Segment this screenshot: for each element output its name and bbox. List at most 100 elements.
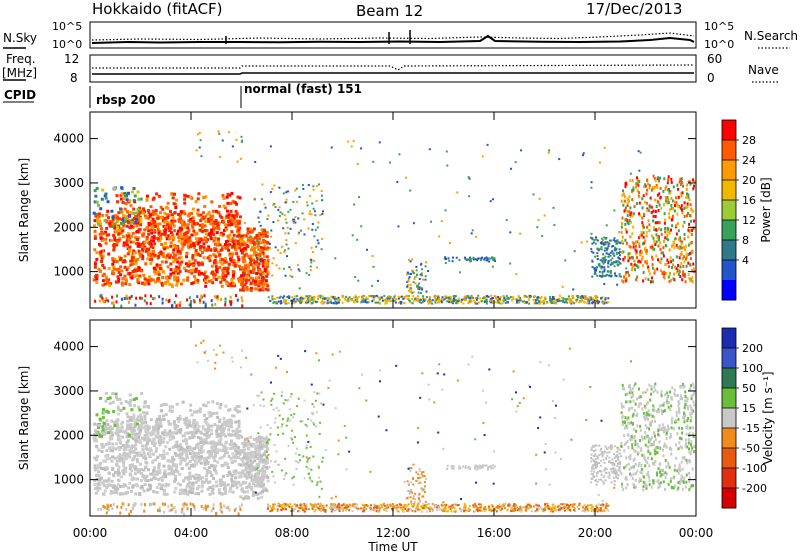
range-gate-cell [102,483,106,487]
range-gate-cell [221,139,224,142]
range-gate-cell [481,256,484,259]
range-gate-cell [113,186,117,190]
range-gate-cell [212,253,216,257]
range-gate-cell [357,279,360,282]
range-gate-cell [124,400,128,404]
range-gate-cell [207,466,211,470]
range-gate-cell [231,252,235,256]
range-gate-cell [361,299,364,302]
range-gate-cell [577,295,580,298]
range-gate-cell [279,211,282,214]
range-gate-cell [671,214,674,218]
range-gate-cell [266,479,270,483]
range-gate-cell [598,274,601,277]
range-gate-cell [214,209,218,213]
range-gate-cell [183,512,186,516]
range-gate-cell [106,483,110,487]
range-gate-cell [269,145,272,148]
range-gate-cell [184,488,188,492]
range-gate-cell [116,219,120,223]
range-gate-cell [133,258,137,262]
range-gate-cell [185,456,189,460]
range-gate-cell [641,264,644,268]
range-gate-cell [95,473,99,477]
range-gate-cell [135,422,139,426]
range-gate-cell [285,191,288,194]
range-gate-cell [194,242,198,246]
freq-panel: Freq. [MHz] 12 8 Nave 60 0 [2,52,779,85]
range-gate-cell [213,423,217,427]
range-gate-cell [96,203,100,207]
range-gate-cell [99,207,103,211]
range-gate-cell [185,442,189,446]
range-gate-cell [121,200,125,204]
range-gate-cell [385,300,388,303]
range-gate-cell [173,219,177,223]
range-gate-cell [104,479,108,483]
range-gate-cell [173,451,177,455]
range-gate-cell [97,448,101,452]
range-gate-cell [483,297,486,300]
range-gate-cell [671,207,674,211]
range-gate-cell [141,281,145,285]
range-gate-cell [166,459,170,463]
range-gate-cell [97,215,101,219]
range-gate-cell [187,260,191,264]
range-gate-cell [146,478,150,482]
range-gate-cell [249,282,253,286]
range-gate-cell [609,239,612,242]
range-gate-cell [506,297,509,300]
range-gate-cell [259,445,263,449]
range-gate-cell [645,251,648,255]
range-gate-cell [109,428,113,432]
range-gate-cell [220,510,223,514]
range-gate-cell [692,226,695,230]
range-gate-cell [592,241,595,244]
range-gate-cell [153,296,156,300]
range-gate-cell [93,479,97,483]
range-gate-cell [112,233,116,237]
range-gate-cell [188,459,192,463]
range-gate-cell [246,454,250,458]
range-gate-cell [236,160,239,163]
range-gate-cell [163,429,167,433]
range-gate-cell [631,255,634,259]
range-gate-cell [182,417,186,421]
range-gate-cell [195,476,199,480]
range-gate-cell [123,207,127,211]
range-gate-cell [232,470,236,474]
range-gate-cell [232,216,236,220]
range-gate-cell [250,450,254,454]
range-gate-cell [101,411,105,415]
range-gate-cell [611,245,614,248]
range-gate-cell [628,219,631,223]
range-gate-cell [213,448,217,452]
range-gate-cell [204,219,208,223]
range-gate-cell [467,302,470,305]
range-gate-cell [625,241,628,245]
range-gate-cell [160,232,164,236]
range-gate-cell [311,302,314,305]
range-gate-cell [601,296,604,299]
range-gate-cell [689,279,692,283]
range-gate-cell [176,482,180,486]
range-gate-cell [235,212,239,216]
range-gate-cell [438,235,441,238]
range-gate-cell [242,448,246,452]
range-gate-cell [196,133,199,136]
range-gate-cell [95,454,99,458]
range-gate-cell [221,474,225,478]
range-gate-cell [240,236,244,240]
range-gate-cell [654,179,657,183]
range-gate-cell [162,255,166,259]
range-gate-cell [245,476,249,480]
range-gate-cell [580,299,583,302]
range-gate-cell [219,442,223,446]
range-gate-cell [200,480,204,484]
range-gate-cell [114,214,118,218]
range-gate-cell [600,267,603,270]
range-gate-cell [511,296,514,299]
range-gate-cell [116,397,120,401]
range-gate-cell [132,445,136,449]
